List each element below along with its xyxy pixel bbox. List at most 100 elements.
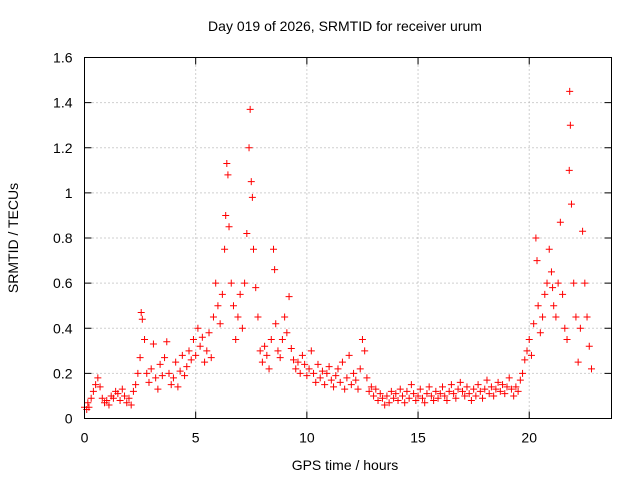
data-point	[461, 392, 469, 400]
data-point	[510, 392, 518, 400]
data-point	[234, 313, 242, 321]
data-point	[332, 372, 340, 380]
data-point	[414, 392, 422, 400]
data-point	[423, 390, 431, 398]
data-point	[238, 324, 246, 332]
data-point	[345, 351, 353, 359]
data-point	[169, 374, 177, 382]
data-point	[463, 383, 471, 391]
data-point	[398, 392, 406, 400]
data-point	[365, 387, 373, 395]
data-point	[556, 218, 564, 226]
data-point	[132, 381, 140, 389]
data-point	[134, 369, 142, 377]
axis-ticks: 0 0.2 0.4 0.6 0.8 1 1.2 1.4 1.6 0 5 10 15 20	[53, 50, 612, 446]
data-point	[361, 347, 369, 355]
data-point	[189, 336, 197, 344]
y-tick-label: 0.6	[53, 275, 73, 291]
data-point	[519, 369, 527, 377]
x-tick-label: 15	[410, 430, 426, 446]
data-point	[532, 234, 540, 242]
data-point	[176, 367, 184, 375]
data-point	[372, 385, 380, 393]
data-point	[367, 383, 375, 391]
data-point	[218, 290, 226, 298]
y-axis-label: SRMTID / TECUs	[5, 183, 21, 293]
data-point	[229, 302, 237, 310]
data-point	[158, 372, 166, 380]
data-point	[223, 160, 231, 168]
data-point	[454, 385, 462, 393]
data-point	[314, 360, 322, 368]
y-tick-label: 0.4	[53, 320, 73, 336]
data-point	[258, 358, 266, 366]
data-point	[303, 372, 311, 380]
x-axis-label: GPS time / hours	[292, 457, 399, 473]
data-point	[274, 347, 282, 355]
data-point	[430, 396, 438, 404]
data-point	[196, 342, 204, 350]
data-point	[566, 87, 574, 95]
x-tick-label: 20	[521, 430, 537, 446]
data-point	[94, 374, 102, 382]
data-point	[472, 392, 480, 400]
data-point	[407, 381, 415, 389]
data-point	[403, 387, 411, 395]
data-point	[227, 279, 235, 287]
data-point	[427, 392, 435, 400]
data-point	[334, 365, 342, 373]
data-point	[563, 336, 571, 344]
data-point	[341, 385, 349, 393]
data-point	[350, 369, 358, 377]
data-point	[450, 390, 458, 398]
data-point	[496, 387, 504, 395]
x-tick-label: 5	[192, 430, 200, 446]
data-point	[174, 383, 182, 391]
data-point	[321, 381, 329, 389]
data-point	[203, 347, 211, 355]
data-point	[385, 399, 393, 407]
data-point	[283, 329, 291, 337]
data-point	[565, 166, 573, 174]
data-point	[474, 381, 482, 389]
data-point	[241, 279, 249, 287]
data-point	[536, 329, 544, 337]
data-point	[252, 284, 260, 292]
data-point	[125, 394, 133, 402]
data-point	[338, 358, 346, 366]
data-point	[136, 354, 144, 362]
data-point	[285, 293, 293, 301]
data-point	[418, 394, 426, 402]
data-point	[163, 338, 171, 346]
data-point	[214, 302, 222, 310]
data-point	[470, 385, 478, 393]
data-point	[358, 336, 366, 344]
data-point	[525, 336, 533, 344]
data-point	[503, 383, 511, 391]
data-point	[187, 356, 195, 364]
x-tick-label: 0	[81, 430, 89, 446]
data-point	[507, 385, 515, 393]
data-point	[521, 356, 529, 364]
data-point	[452, 394, 460, 402]
data-point	[85, 403, 93, 411]
data-point	[263, 351, 271, 359]
data-point	[378, 394, 386, 402]
data-point	[390, 394, 398, 402]
data-point	[549, 284, 557, 292]
data-point	[254, 313, 262, 321]
data-point	[545, 245, 553, 253]
chart-title: Day 019 of 2026, SRMTID for receiver uru…	[208, 18, 482, 34]
data-point	[114, 390, 122, 398]
data-point	[305, 365, 313, 373]
data-point	[485, 390, 493, 398]
data-point	[222, 211, 230, 219]
data-point	[118, 385, 126, 393]
data-point	[505, 374, 513, 382]
data-point	[156, 360, 164, 368]
data-point	[410, 390, 418, 398]
data-point	[270, 245, 278, 253]
data-point	[490, 392, 498, 400]
data-point	[572, 313, 580, 321]
data-point	[467, 396, 475, 404]
